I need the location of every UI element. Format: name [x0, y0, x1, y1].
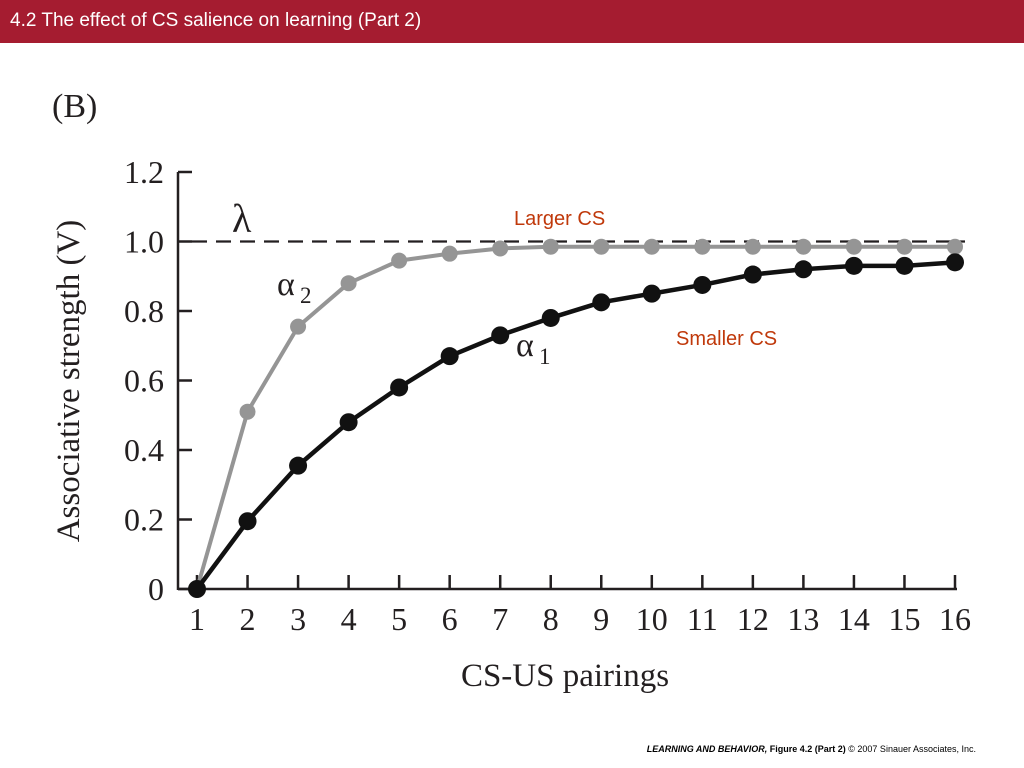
- data-point: [289, 456, 308, 475]
- y-tick-label: 0.8: [124, 293, 164, 329]
- data-point: [391, 252, 408, 269]
- series-larger-cs: [189, 238, 963, 597]
- data-point: [491, 326, 510, 345]
- series-line: [195, 244, 955, 590]
- x-tick-label: 11: [687, 601, 718, 637]
- data-point: [895, 256, 914, 275]
- footer-copyright: © 2007 Sinauer Associates, Inc.: [845, 744, 976, 754]
- data-point: [440, 347, 459, 366]
- data-point: [188, 580, 206, 598]
- data-point: [290, 318, 307, 335]
- x-tick-label: 14: [838, 601, 870, 637]
- x-tick-label: 4: [341, 601, 357, 637]
- x-tick-label: 12: [737, 601, 769, 637]
- x-tick-label: 9: [593, 601, 609, 637]
- alpha1-subscript: 1: [539, 344, 551, 369]
- data-point: [946, 253, 964, 272]
- x-tick-label: 1: [189, 601, 205, 637]
- footer: LEARNING AND BEHAVIOR, Figure 4.2 (Part …: [647, 744, 976, 754]
- data-point: [844, 256, 863, 275]
- x-tick-label: 10: [636, 601, 668, 637]
- y-tick-label: 0.2: [124, 502, 164, 538]
- y-tick-label: 1.0: [124, 224, 164, 260]
- data-point: [390, 378, 409, 397]
- alpha1-label: α: [516, 327, 534, 364]
- footer-figure: Figure 4.2 (Part 2): [767, 744, 846, 754]
- x-tick-label: 5: [391, 601, 407, 637]
- alpha2-subscript: 2: [300, 283, 312, 308]
- data-point: [541, 308, 560, 327]
- y-tick-label: 0: [148, 571, 164, 607]
- footer-book: LEARNING AND BEHAVIOR,: [646, 744, 768, 754]
- x-tick-label: 6: [442, 601, 458, 637]
- asymptote: λ: [192, 196, 965, 243]
- panel-label: (B): [52, 88, 98, 125]
- data-point: [592, 293, 611, 312]
- smaller-cs-label: Smaller CS: [676, 328, 777, 350]
- data-point: [239, 403, 256, 420]
- x-tick-label: 15: [888, 601, 920, 637]
- series-layer: [188, 238, 964, 598]
- x-tick-label: 13: [787, 601, 819, 637]
- data-point: [694, 238, 711, 255]
- data-point: [238, 512, 257, 531]
- data-point: [340, 275, 357, 292]
- data-point: [947, 238, 963, 255]
- data-point: [643, 238, 660, 255]
- slide-title: 4.2 The effect of CS salience on learnin…: [10, 10, 422, 31]
- data-point: [795, 238, 812, 255]
- axes: 00.20.40.60.81.01.21 2 3 4 5 6 7 8 9 10 11 12 13 14 15…: [51, 154, 971, 694]
- y-tick-label: 1.2: [124, 154, 164, 190]
- y-tick-label: 0.6: [124, 363, 164, 399]
- data-point: [441, 245, 458, 262]
- data-point: [593, 238, 610, 255]
- data-point: [744, 238, 761, 255]
- lambda-label: λ: [232, 196, 252, 241]
- y-tick-label: 0.4: [124, 432, 164, 468]
- x-tick-label: 8: [543, 601, 559, 637]
- data-point: [642, 284, 661, 303]
- data-point: [339, 413, 358, 432]
- series-line: [195, 260, 956, 591]
- series-smaller-cs: [188, 253, 964, 598]
- x-axis-title: CS-US pairings: [461, 658, 669, 694]
- alpha2-label: α: [277, 266, 295, 303]
- data-point: [845, 238, 862, 255]
- x-tick-label: 7: [492, 601, 508, 637]
- y-axis-title: Associative strength (V): [51, 220, 87, 543]
- x-tick-label: 2: [240, 601, 256, 637]
- data-point: [794, 260, 813, 279]
- data-point: [896, 238, 913, 255]
- x-tick-label: 16: [939, 601, 971, 637]
- data-point: [542, 238, 559, 255]
- title-bar: 4.2 The effect of CS salience on learnin…: [0, 0, 1024, 43]
- data-point: [743, 265, 762, 284]
- larger-cs-label: Larger CS: [514, 208, 605, 230]
- data-point: [492, 240, 509, 257]
- x-tick-label: 3: [290, 601, 306, 637]
- data-point: [693, 275, 712, 294]
